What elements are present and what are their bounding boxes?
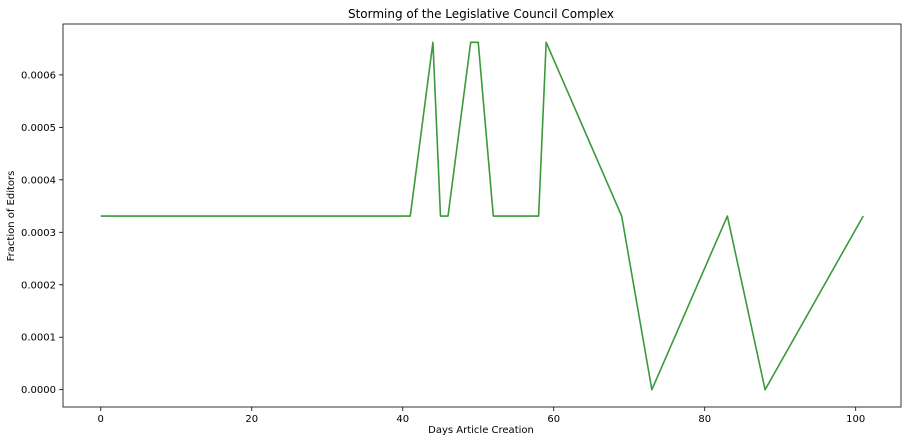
x-tick-label: 80 xyxy=(698,414,711,425)
x-tick-label: 40 xyxy=(396,414,409,425)
x-tick-label: 100 xyxy=(846,414,865,425)
x-axis: 0 20 40 60 80 100 xyxy=(98,407,865,425)
y-tick-label: 0.0005 xyxy=(21,123,56,134)
x-axis-label: Days Article Creation xyxy=(428,425,534,436)
x-tick-label: 20 xyxy=(245,414,258,425)
y-axis-label: Fraction of Editors xyxy=(6,171,17,262)
y-tick-label: 0.0003 xyxy=(21,228,56,239)
x-tick-label: 60 xyxy=(547,414,560,425)
series-line-0 xyxy=(100,41,864,391)
plot-area xyxy=(100,41,864,391)
chart-title: Storming of the Legislative Council Comp… xyxy=(348,7,614,21)
x-tick-label: 0 xyxy=(98,414,104,425)
y-tick-label: 0.0006 xyxy=(21,70,56,81)
y-tick-label: 0.0000 xyxy=(21,385,56,396)
plot-frame xyxy=(62,23,902,408)
y-axis: 0.0000 0.0001 0.0002 0.0003 0.0004 0.0005 0.00… xyxy=(21,70,63,396)
y-tick-label: 0.0002 xyxy=(21,280,56,291)
y-tick-label: 0.0004 xyxy=(21,175,56,186)
y-tick-label: 0.0001 xyxy=(21,333,56,344)
